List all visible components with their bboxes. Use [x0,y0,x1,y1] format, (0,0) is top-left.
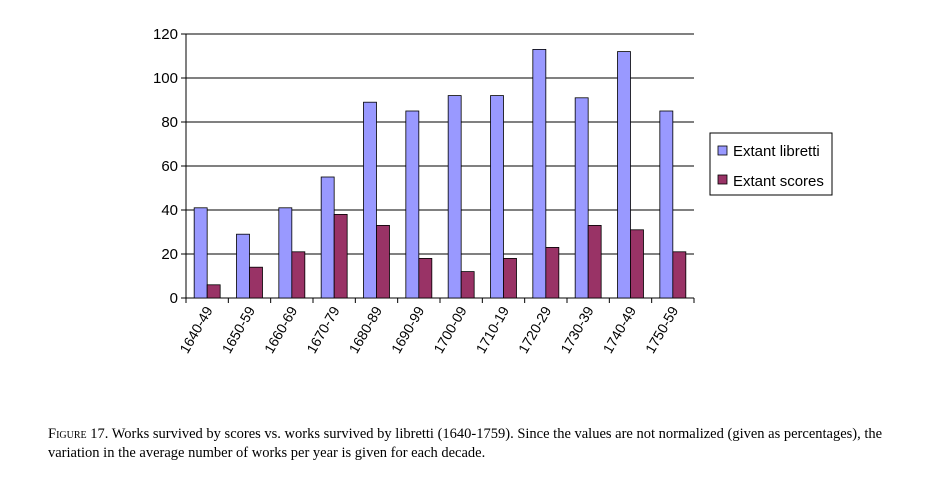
x-tick-label: 1700-09 [430,303,470,356]
figure-caption-lead: Figure 17. [48,426,109,442]
figure-caption: Figure 17. Works survived by scores vs. … [48,425,898,463]
x-tick-label: 1710-19 [473,303,513,356]
bar-scores-1670-79 [333,213,348,299]
x-tick-label: 1640-49 [176,303,216,356]
x-tick-label: 1660-69 [261,303,301,356]
x-tick-label: 1720-29 [515,303,555,356]
bar-libretti-1700-09 [447,95,462,299]
y-tick-label: 0 [170,290,178,307]
bar-scores-1730-39 [587,224,602,299]
y-tick-label: 40 [161,202,178,219]
bar-libretti-1650-59 [236,233,250,299]
legend: Extant libretti Extant scores [709,132,833,196]
bar-scores-1660-69 [291,251,306,299]
bar-scores-1700-09 [460,271,475,299]
y-tick-label: 20 [161,246,178,263]
x-tick-label: 1680-89 [346,303,386,356]
y-tick-label: 80 [161,114,178,131]
y-tick-label: 120 [153,26,178,43]
x-tick-label: 1650-59 [219,303,259,356]
bars [193,49,687,299]
y-tick-labels: 0 20 40 60 80 100 120 [153,26,186,307]
figure-caption-text: Works survived by scores vs. works survi… [48,426,883,461]
bar-chart: 0 20 40 60 80 100 120 1640-49 1650-59 1660-69 167… [153,26,833,356]
x-tick-label: 1730-39 [557,303,597,356]
y-tick-label: 60 [161,158,178,175]
bar-libretti-1690-99 [405,110,420,299]
legend-label-libretti: Extant libretti [733,143,820,160]
bar-libretti-1740-49 [617,51,631,299]
x-tick-label: 1690-99 [388,303,428,356]
x-tick-labels: 1640-49 1650-59 1660-69 1670-79 1680-89 1690-… [176,298,695,356]
bar-libretti-1720-29 [532,49,547,299]
legend-swatch-scores [717,174,728,185]
bar-libretti-1710-19 [490,95,504,299]
legend-swatch-libretti [717,145,728,156]
bar-libretti-1670-79 [320,176,335,299]
legend-label-scores: Extant scores [733,173,824,190]
x-tick-label: 1670-79 [303,303,343,356]
bar-scores-1650-59 [249,266,263,299]
bar-libretti-1640-49 [193,207,208,299]
bar-scores-1710-19 [503,257,517,299]
bar-libretti-1680-89 [363,101,377,299]
bar-libretti-1750-59 [659,110,674,299]
bar-scores-1640-49 [206,284,221,299]
bar-scores-1690-99 [418,257,433,299]
bar-scores-1740-49 [630,229,644,299]
bar-libretti-1730-39 [574,97,589,299]
gridlines [186,33,694,255]
bar-scores-1720-29 [545,246,560,299]
legend-box [709,132,833,196]
bar-scores-1680-89 [376,224,390,299]
bar-scores-1750-59 [672,251,687,299]
y-tick-label: 100 [153,70,178,87]
x-tick-label: 1740-49 [600,303,640,356]
bar-libretti-1660-69 [278,207,293,299]
x-tick-label: 1750-59 [642,303,682,356]
